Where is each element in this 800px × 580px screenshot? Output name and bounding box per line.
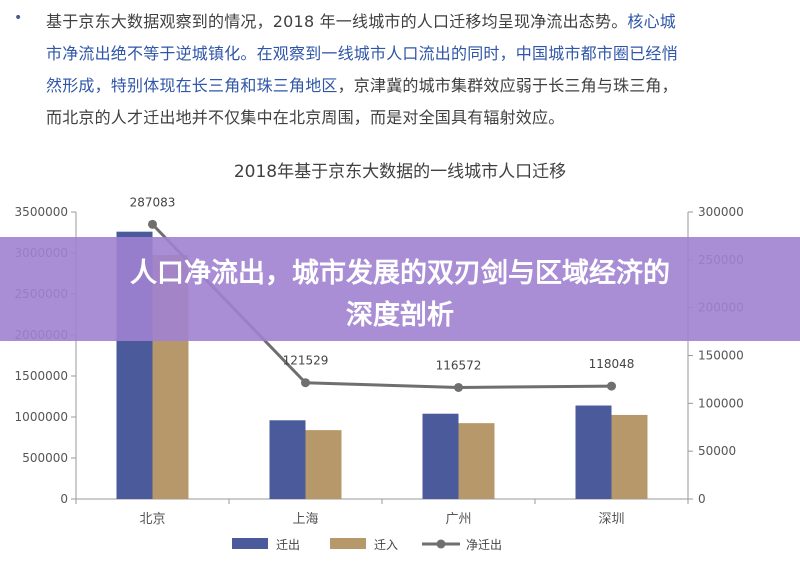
paragraph-line-3: 然形成，特别体现在长三角和珠三角地区，京津冀的城市集群效应弱于长三角与珠三角， (46, 72, 678, 96)
headline-line-2: 深度剖析 (346, 300, 454, 331)
right-tick-label: 100000 (698, 396, 744, 410)
legend-label: 迁入 (374, 538, 398, 552)
bar-out-2 (269, 420, 306, 499)
bullet-marker: • (14, 10, 23, 26)
net-outflow-point-3 (454, 382, 463, 392)
article-paragraph: • 基于京东大数据观察到的情况，2018 年一线城市的人口迁移均呈现净流出态势。… (0, 0, 800, 150)
left-tick-label: 0 (60, 492, 68, 506)
net-outflow-point-2 (301, 378, 310, 388)
legend-marker (436, 539, 446, 549)
legend-swatch (330, 538, 366, 549)
left-tick-label: 3500000 (15, 205, 68, 219)
chart-title: 2018年基于京东大数据的一线城市人口迁移 (234, 162, 566, 182)
paragraph-line-3-highlight: 然形成，特别体现在长三角和珠三角地区 (46, 76, 338, 95)
bar-out-4 (575, 405, 612, 499)
x-tick-label: 上海 (292, 512, 318, 527)
net-outflow-point-1 (148, 219, 157, 229)
headline-line-1: 人口净流出，城市发展的双刃剑与区域经济的 (130, 258, 670, 289)
chart-legend: 迁出 迁入 净迁出 (232, 538, 502, 552)
paragraph-line-2: 市净流出绝不等于逆城镇化。在观察到一线城市人口流出的同时，中国城市都市圈已经悄 (46, 44, 678, 63)
right-tick-label: 0 (698, 492, 706, 506)
paragraph-line-1-highlight: 核心城 (627, 12, 677, 31)
x-tick-label: 北京 (139, 512, 165, 527)
chart-data-labels: 287083 121529 116572 118048 (130, 195, 635, 372)
data-label: 116572 (436, 358, 482, 372)
bar-out-3 (422, 413, 459, 499)
paragraph-line-4: 而北京的人才迁出地并不仅集中在北京周围，而是对全国具有辐射效应。 (46, 108, 565, 127)
bar-in-3 (458, 423, 495, 499)
data-label: 287083 (130, 195, 176, 209)
data-label: 118048 (589, 357, 635, 371)
right-tick-label: 50000 (698, 444, 736, 458)
left-tick-label: 500000 (22, 451, 68, 465)
left-tick-label: 1500000 (15, 369, 68, 383)
bar-in-2 (305, 430, 342, 499)
x-tick-label: 深圳 (598, 512, 624, 527)
left-tick-label: 1000000 (15, 410, 68, 424)
data-label: 121529 (283, 354, 329, 368)
x-tick-label: 广州 (445, 512, 471, 527)
legend-swatch (232, 538, 268, 549)
headline-banner: 人口净流出，城市发展的双刃剑与区域经济的 深度剖析 (0, 237, 800, 341)
paragraph-line-1: 基于京东大数据观察到的情况，2018 年一线城市的人口迁移均呈现净流出态势。核心… (46, 8, 676, 32)
net-outflow-point-4 (607, 381, 616, 391)
legend-label: 净迁出 (466, 538, 502, 552)
right-tick-label: 150000 (698, 349, 744, 363)
right-tick-label: 300000 (698, 205, 744, 219)
paragraph-line-3-text: ，京津冀的城市集群效应弱于长三角与珠三角， (337, 76, 678, 95)
paragraph-line-1-text: 基于京东大数据观察到的情况，2018 年一线城市的人口迁移均呈现净流出态势。 (46, 12, 628, 31)
legend-label: 迁出 (276, 538, 300, 552)
bar-in-4 (611, 414, 648, 499)
